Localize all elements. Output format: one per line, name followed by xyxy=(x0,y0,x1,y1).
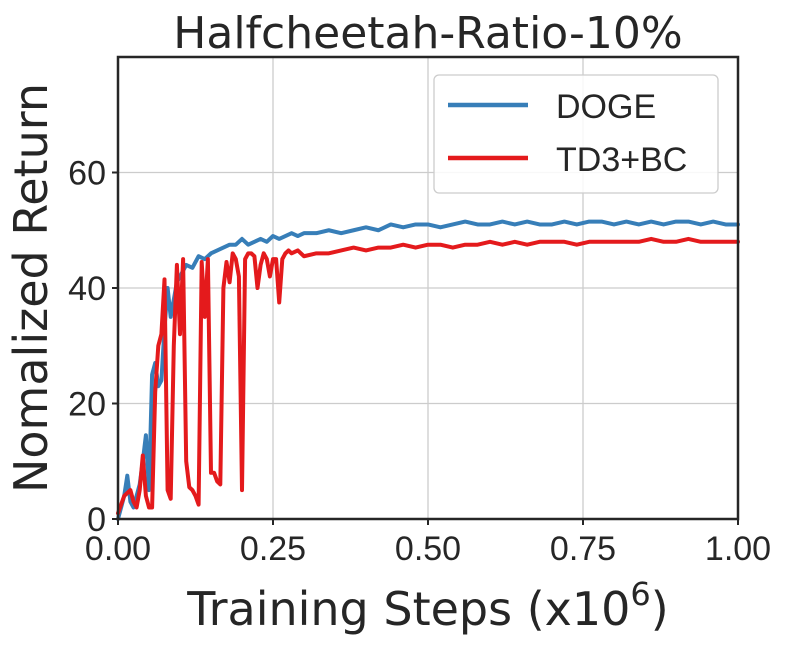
series-lines xyxy=(116,219,740,521)
x-tick-label: 1.00 xyxy=(705,530,771,568)
x-axis-label-base: 10 xyxy=(572,582,631,636)
y-axis-label: Nomalized Return xyxy=(4,83,58,493)
x-tick-label: 0.25 xyxy=(240,530,306,568)
series-line-td3bc xyxy=(116,236,740,516)
x-axis-label-exponent: 6 xyxy=(630,575,650,613)
x-tick-label: 0.00 xyxy=(85,530,151,568)
legend-label-doge: DOGE xyxy=(556,88,656,126)
axis-ticks: 0.00 0.25 0.50 0.75 1.00 0 20 40 60 xyxy=(68,155,771,569)
y-tick-label: 20 xyxy=(68,386,106,424)
x-axis-label: Training Steps (x106) xyxy=(186,575,668,636)
x-tick-label: 0.50 xyxy=(395,530,461,568)
chart-title: Halfcheetah-Ratio-10% xyxy=(173,8,682,59)
y-tick-label: 0 xyxy=(87,501,106,539)
x-axis-label-suffix: ) xyxy=(651,582,669,636)
y-tick-label: 60 xyxy=(68,155,106,193)
legend-label-td3bc: TD3+BC xyxy=(556,141,687,179)
legend: DOGE TD3+BC xyxy=(433,74,719,194)
y-tick-label: 40 xyxy=(68,270,106,308)
x-tick-label: 0.75 xyxy=(550,530,616,568)
x-axis-label-text: Training Steps (x xyxy=(186,582,572,636)
